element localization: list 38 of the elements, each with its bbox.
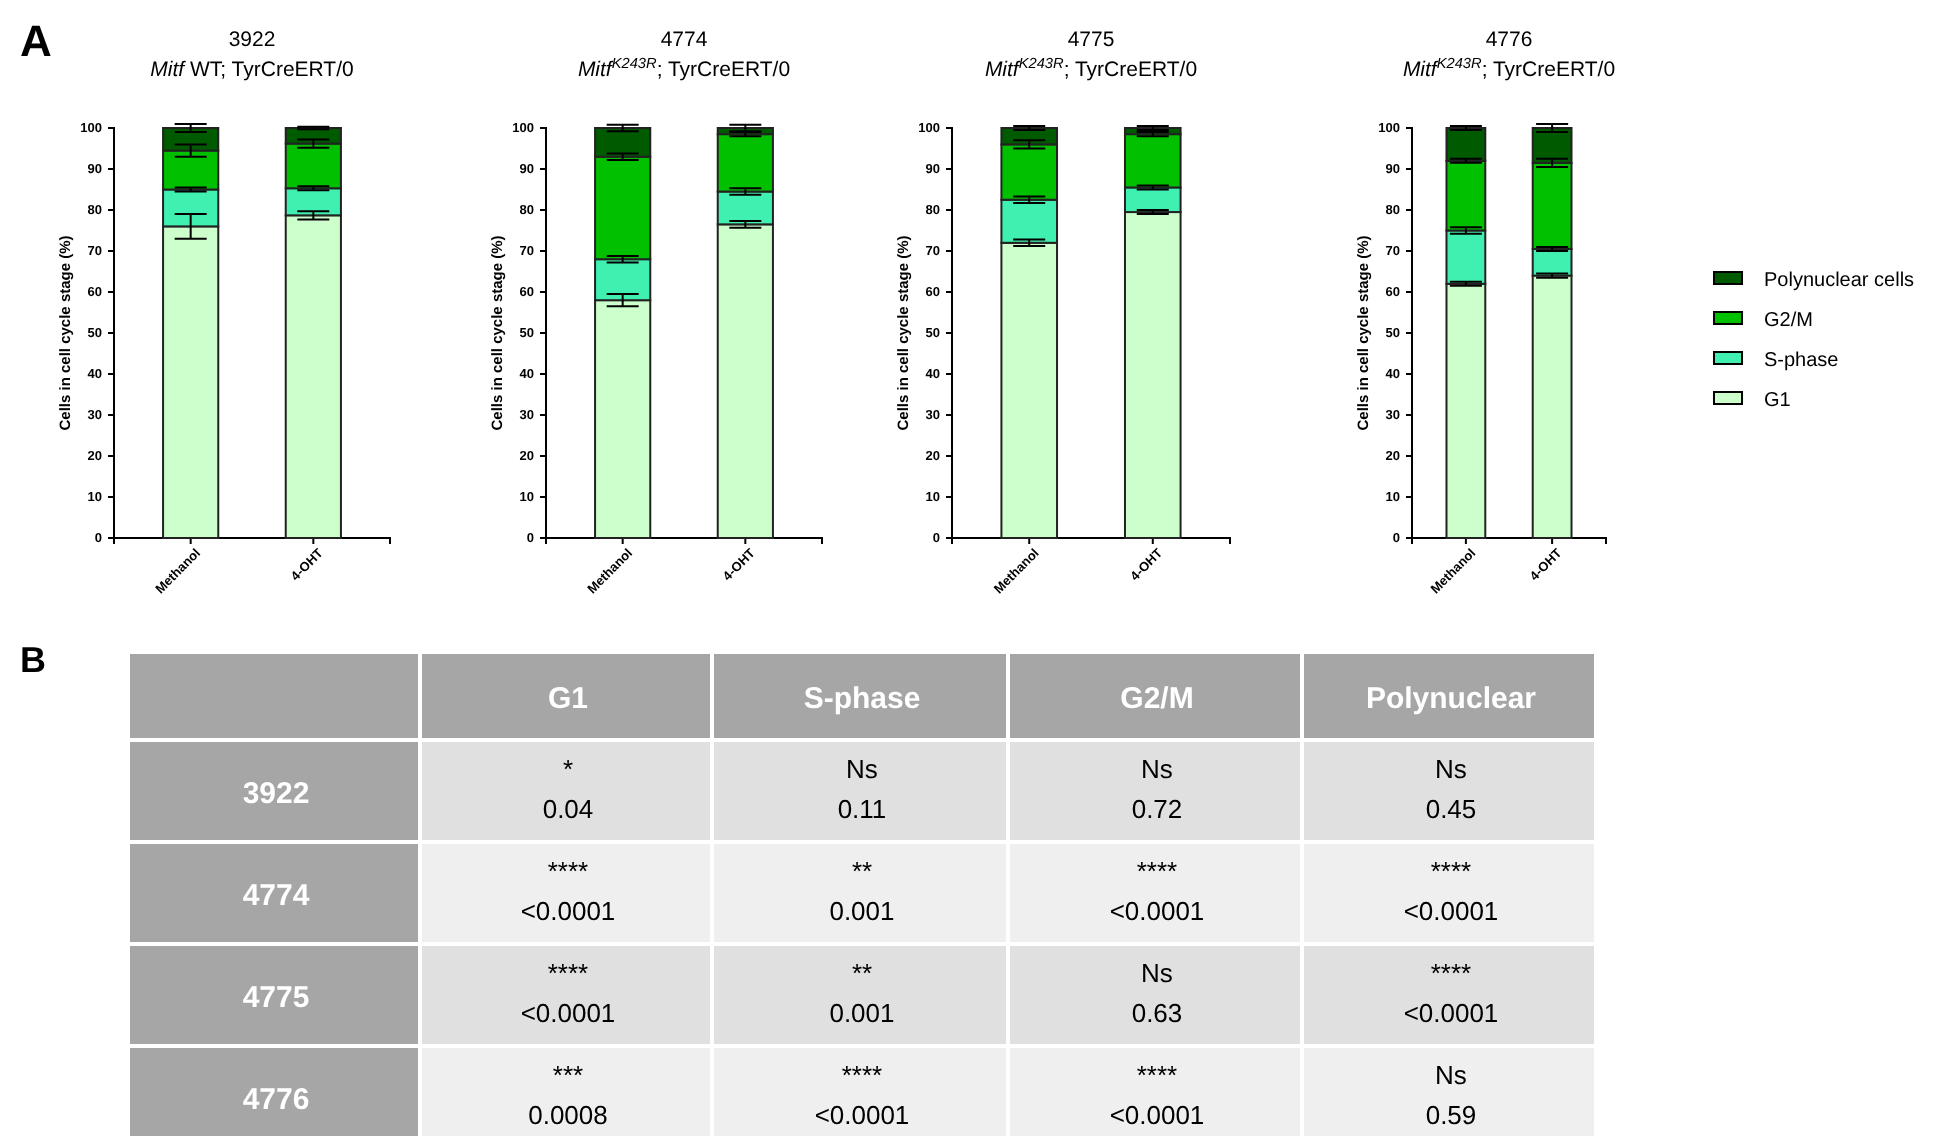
text: A (20, 16, 52, 66)
category-label: G2/M (1120, 682, 1194, 716)
text: * 0.04 (542, 754, 594, 824)
text: **** <0.0001 (1403, 856, 1499, 926)
chart-title: 3922 (228, 28, 276, 52)
chart-title: 4776 (1485, 28, 1533, 52)
chart-title: 4774 (660, 28, 708, 52)
text: ** 0.001 (829, 856, 895, 926)
chart-subtitle: Mitf WT; TyrCreERT/0 (150, 58, 355, 82)
legend-label: G2/M (1764, 310, 1813, 332)
category-label: G1 (547, 682, 589, 716)
category-label: S-phase (803, 682, 921, 716)
text: Ns 0.45 (1425, 754, 1477, 824)
chart-title: 4775 (1067, 28, 1115, 52)
text: ** 0.001 (829, 958, 895, 1028)
text: **** <0.0001 (1109, 856, 1205, 926)
category-label: 4776 (242, 1083, 310, 1117)
text: B (20, 640, 46, 680)
category-label: 4775 (242, 981, 310, 1015)
chart-subtitle: Mitf$^{K243R}$; TyrCreERT/0 (984, 53, 1198, 82)
text: Ns 0.63 (1131, 958, 1183, 1028)
text: **** <0.0001 (1403, 958, 1499, 1028)
text: **** <0.0001 (814, 1060, 910, 1130)
legend-label: S-phase (1764, 350, 1840, 372)
chart-subtitle: Mitf$^{K243R}$; TyrCreERT/0 (1402, 53, 1616, 82)
category-label: 3922 (242, 777, 310, 811)
legend-label: G1 (1764, 390, 1792, 412)
category-label: Polynuclear (1365, 682, 1537, 716)
text: **** <0.0001 (1109, 1060, 1205, 1130)
text: Ns 0.11 (837, 754, 887, 824)
text: *** 0.0008 (528, 1060, 608, 1130)
text: Ns 0.59 (1425, 1060, 1477, 1130)
text: Ns 0.72 (1131, 754, 1183, 824)
category-label: 4774 (242, 879, 310, 913)
text: **** <0.0001 (520, 958, 616, 1028)
text: **** <0.0001 (520, 856, 616, 926)
chart-subtitle: Mitf$^{K243R}$; TyrCreERT/0 (577, 53, 791, 82)
legend-label: Polynuclear cells (1764, 270, 1915, 292)
